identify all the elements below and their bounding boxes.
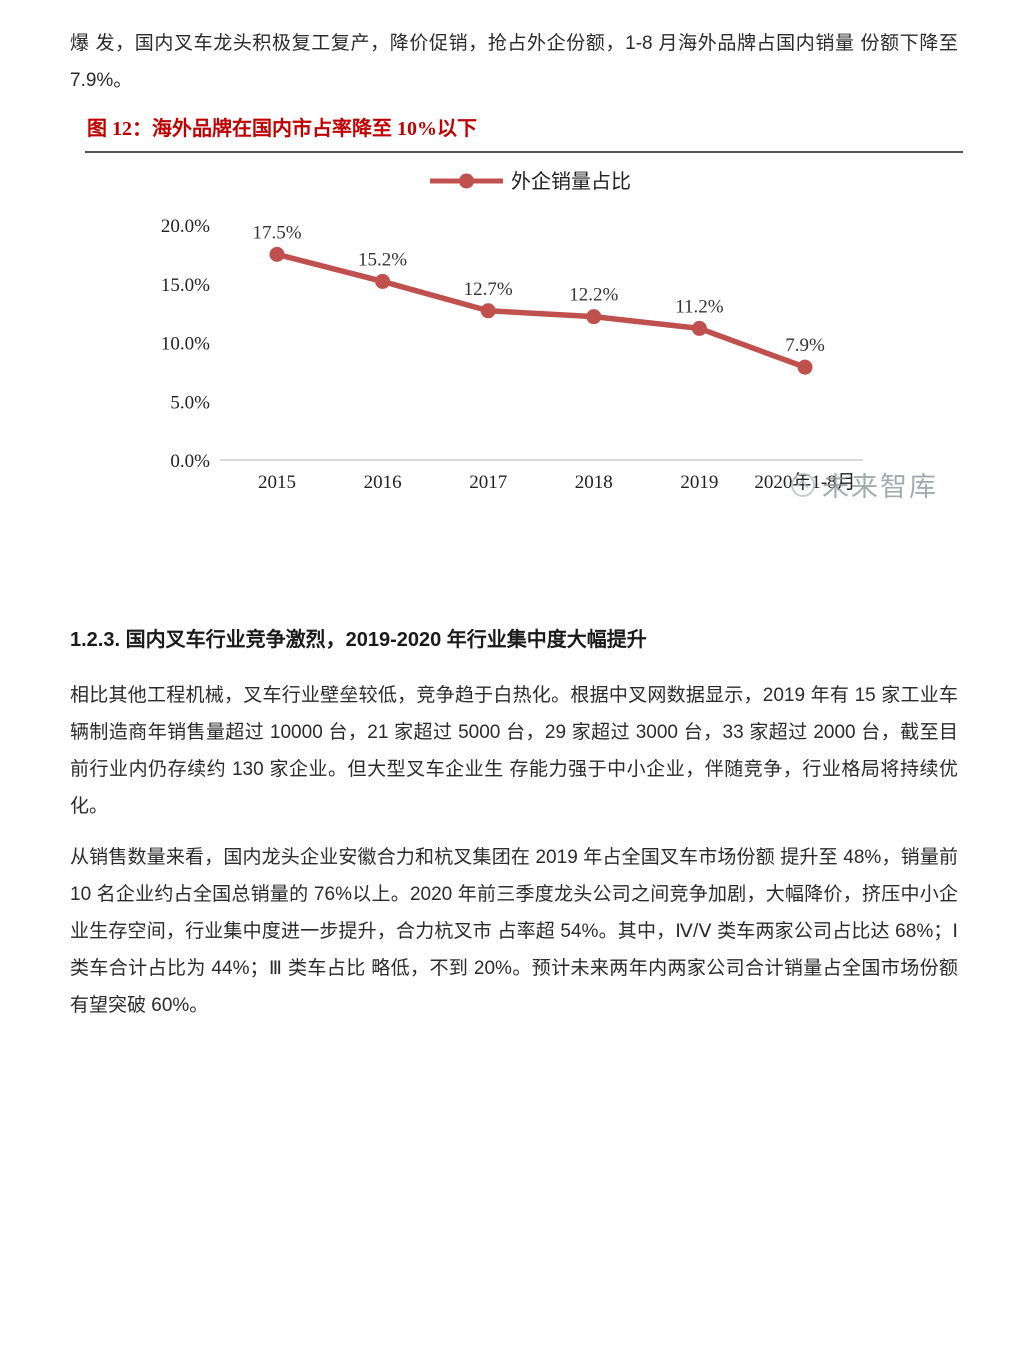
- figure-block: 图 12：海外品牌在国内市占率降至 10%以下 外企销量占比 20.0% 15.0%…: [85, 110, 963, 525]
- data-label: 7.9%: [785, 335, 825, 356]
- data-label: 15.2%: [358, 249, 407, 270]
- x-tick-label: 2016: [364, 472, 402, 493]
- y-tick-label: 5.0%: [170, 392, 210, 413]
- intro-paragraph: 爆 发，国内叉车龙头积极复工复产，降价促销，抢占外企份额，1-8 月海外品牌占国…: [70, 33, 958, 91]
- legend-label: 外企销量占比: [511, 170, 631, 193]
- x-tick-label: 2018: [575, 472, 613, 493]
- x-tick-label: 2019: [680, 472, 718, 493]
- section-heading: 1.2.3. 国内叉车行业竞争激烈，2019-2020 年行业集中度大幅提升: [70, 628, 647, 651]
- series-line: [274, 251, 808, 370]
- y-tick-label: 20.0%: [161, 216, 210, 237]
- legend-marker-dot: [459, 173, 474, 189]
- y-tick-label: 15.0%: [161, 275, 210, 296]
- data-point: [586, 309, 602, 325]
- data-label: 11.2%: [675, 296, 724, 317]
- body-paragraph-1: 相比其他工程机械，叉车行业壁垒较低，竞争趋于白热化。根据中叉网数据显示，2019…: [70, 685, 958, 817]
- data-label: 12.7%: [464, 279, 513, 300]
- x-tick-label: 2015: [258, 472, 296, 493]
- data-point: [480, 303, 496, 319]
- x-tick-label: 2020年1-8月: [754, 471, 855, 493]
- line-chart: 外企销量占比 20.0% 15.0% 10.0% 5.0% 0.0% 17.5% 2015 15…: [161, 170, 863, 493]
- y-tick-label: 0.0%: [170, 451, 210, 472]
- y-tick-label: 10.0%: [161, 334, 210, 355]
- chart-area: 外企销量占比 20.0% 15.0% 10.0% 5.0% 0.0% 17.5% 2015 15…: [85, 153, 963, 525]
- x-tick-label: 2017: [469, 472, 507, 493]
- data-point: [797, 359, 813, 375]
- data-label: 12.2%: [569, 285, 618, 306]
- figure-title: 图 12：海外品牌在国内市占率降至 10%以下: [85, 110, 963, 153]
- body-paragraph-2: 从销售数量来看，国内龙头企业安徽合力和杭叉集团在 2019 年占全国叉车市场份额…: [70, 847, 958, 1016]
- data-label: 17.5%: [252, 222, 301, 243]
- data-point: [691, 320, 707, 336]
- data-point: [375, 273, 391, 289]
- data-point: [269, 246, 285, 262]
